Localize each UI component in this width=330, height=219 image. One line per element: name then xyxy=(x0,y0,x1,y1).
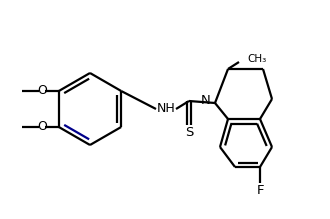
Text: CH₃: CH₃ xyxy=(247,54,266,64)
Text: NH: NH xyxy=(157,102,175,115)
Text: S: S xyxy=(185,127,193,140)
Text: N: N xyxy=(200,95,210,108)
Text: O: O xyxy=(37,85,47,97)
Text: O: O xyxy=(37,120,47,134)
Text: F: F xyxy=(256,184,264,196)
